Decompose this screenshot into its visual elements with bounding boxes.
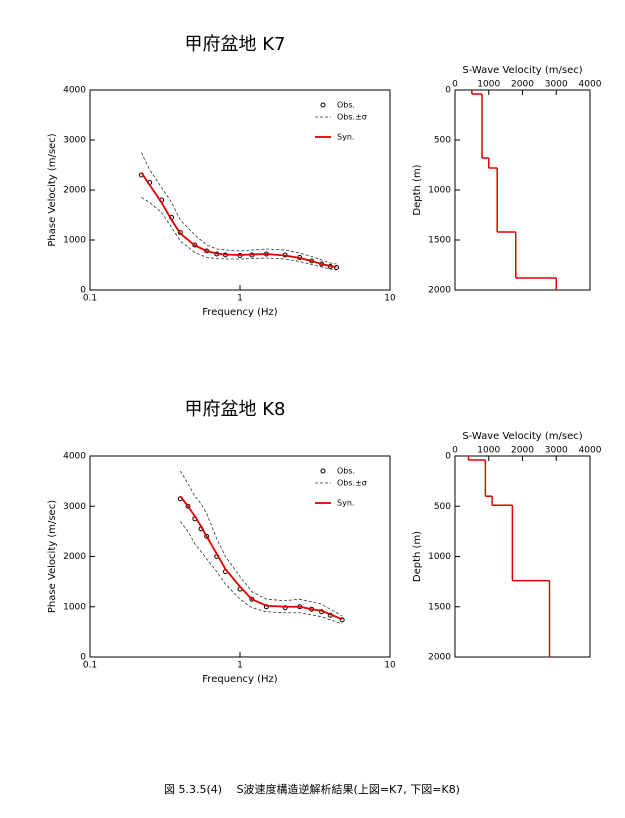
syn-line (179, 495, 343, 621)
x-tick-label: 4000 (579, 80, 602, 90)
y-tick-label: 0 (445, 86, 451, 96)
chart-title: 甲府盆地 K8 (185, 399, 286, 420)
y-tick-label: 1500 (428, 602, 451, 612)
x-tick-label: 1 (237, 661, 243, 671)
x-tick-label: 2000 (511, 80, 534, 90)
y-tick-label: 2000 (428, 653, 451, 663)
x-tick-label: 1000 (477, 446, 500, 456)
x-tick-label: 0 (452, 80, 458, 90)
legend-label: Syn. (337, 499, 354, 508)
y-axis-label: Phase Velocity (m/sec) (47, 500, 58, 613)
y-tick-label: 4000 (63, 452, 86, 462)
sigma-line (179, 521, 343, 625)
x-tick-label: 3000 (545, 80, 568, 90)
y-tick-label: 3000 (63, 136, 86, 146)
y-tick-label: 500 (434, 502, 451, 512)
y-tick-label: 1500 (428, 236, 451, 246)
y-axis-label: Depth (m) (412, 164, 423, 215)
caption: 図 5.3.5(4) S波速度構造逆解析結果(上図=K7, 下図=K8) (164, 782, 460, 796)
x-axis-label: Frequency (Hz) (202, 307, 278, 318)
y-tick-label: 0 (445, 452, 451, 462)
x-tick-label: 0 (452, 446, 458, 456)
legend-label: Syn. (337, 133, 354, 142)
x-tick-label: 1000 (477, 80, 500, 90)
sigma-line (141, 197, 337, 271)
legend-label: Obs.±σ (337, 113, 367, 122)
x-axis-label: S-Wave Velocity (m/sec) (462, 65, 582, 76)
legend-label: Obs. (337, 101, 355, 110)
y-tick-label: 500 (434, 136, 451, 146)
legend-symbol (320, 468, 326, 474)
obs-point (282, 605, 288, 611)
y-tick-label: 1000 (428, 186, 451, 196)
legend-label: Obs. (337, 467, 355, 476)
y-tick-label: 1000 (428, 552, 451, 562)
chart-title: 甲府盆地 K7 (185, 34, 286, 55)
legend-symbol (320, 102, 326, 108)
y-tick-label: 0 (80, 286, 86, 296)
y-axis-label: Phase Velocity (m/sec) (47, 133, 58, 246)
x-tick-label: 4000 (579, 446, 602, 456)
x-tick-label: 0.1 (83, 294, 97, 304)
x-tick-label: 3000 (545, 446, 568, 456)
y-tick-label: 0 (80, 653, 86, 663)
x-axis-label: Frequency (Hz) (202, 674, 278, 685)
y-tick-label: 4000 (63, 86, 86, 96)
obs-point (204, 533, 210, 539)
y-tick-label: 2000 (428, 286, 451, 296)
x-tick-label: 1 (237, 294, 243, 304)
x-tick-label: 10 (384, 661, 396, 671)
x-tick-label: 2000 (511, 446, 534, 456)
x-axis-label: S-Wave Velocity (m/sec) (462, 431, 582, 442)
y-tick-label: 2000 (63, 552, 86, 562)
sigma-line (141, 152, 337, 265)
plot-frame (454, 89, 591, 291)
y-tick-label: 1000 (63, 236, 86, 246)
y-tick-label: 2000 (63, 186, 86, 196)
x-tick-label: 10 (384, 294, 396, 304)
y-tick-label: 3000 (63, 502, 86, 512)
y-tick-label: 1000 (63, 602, 86, 612)
syn-line (140, 172, 337, 268)
plot-frame (454, 455, 591, 658)
obs-point (185, 503, 191, 509)
sigma-line (179, 470, 343, 617)
x-tick-label: 0.1 (83, 661, 97, 671)
legend-label: Obs.±σ (337, 479, 367, 488)
y-axis-label: Depth (m) (412, 531, 423, 582)
obs-point (339, 617, 345, 623)
